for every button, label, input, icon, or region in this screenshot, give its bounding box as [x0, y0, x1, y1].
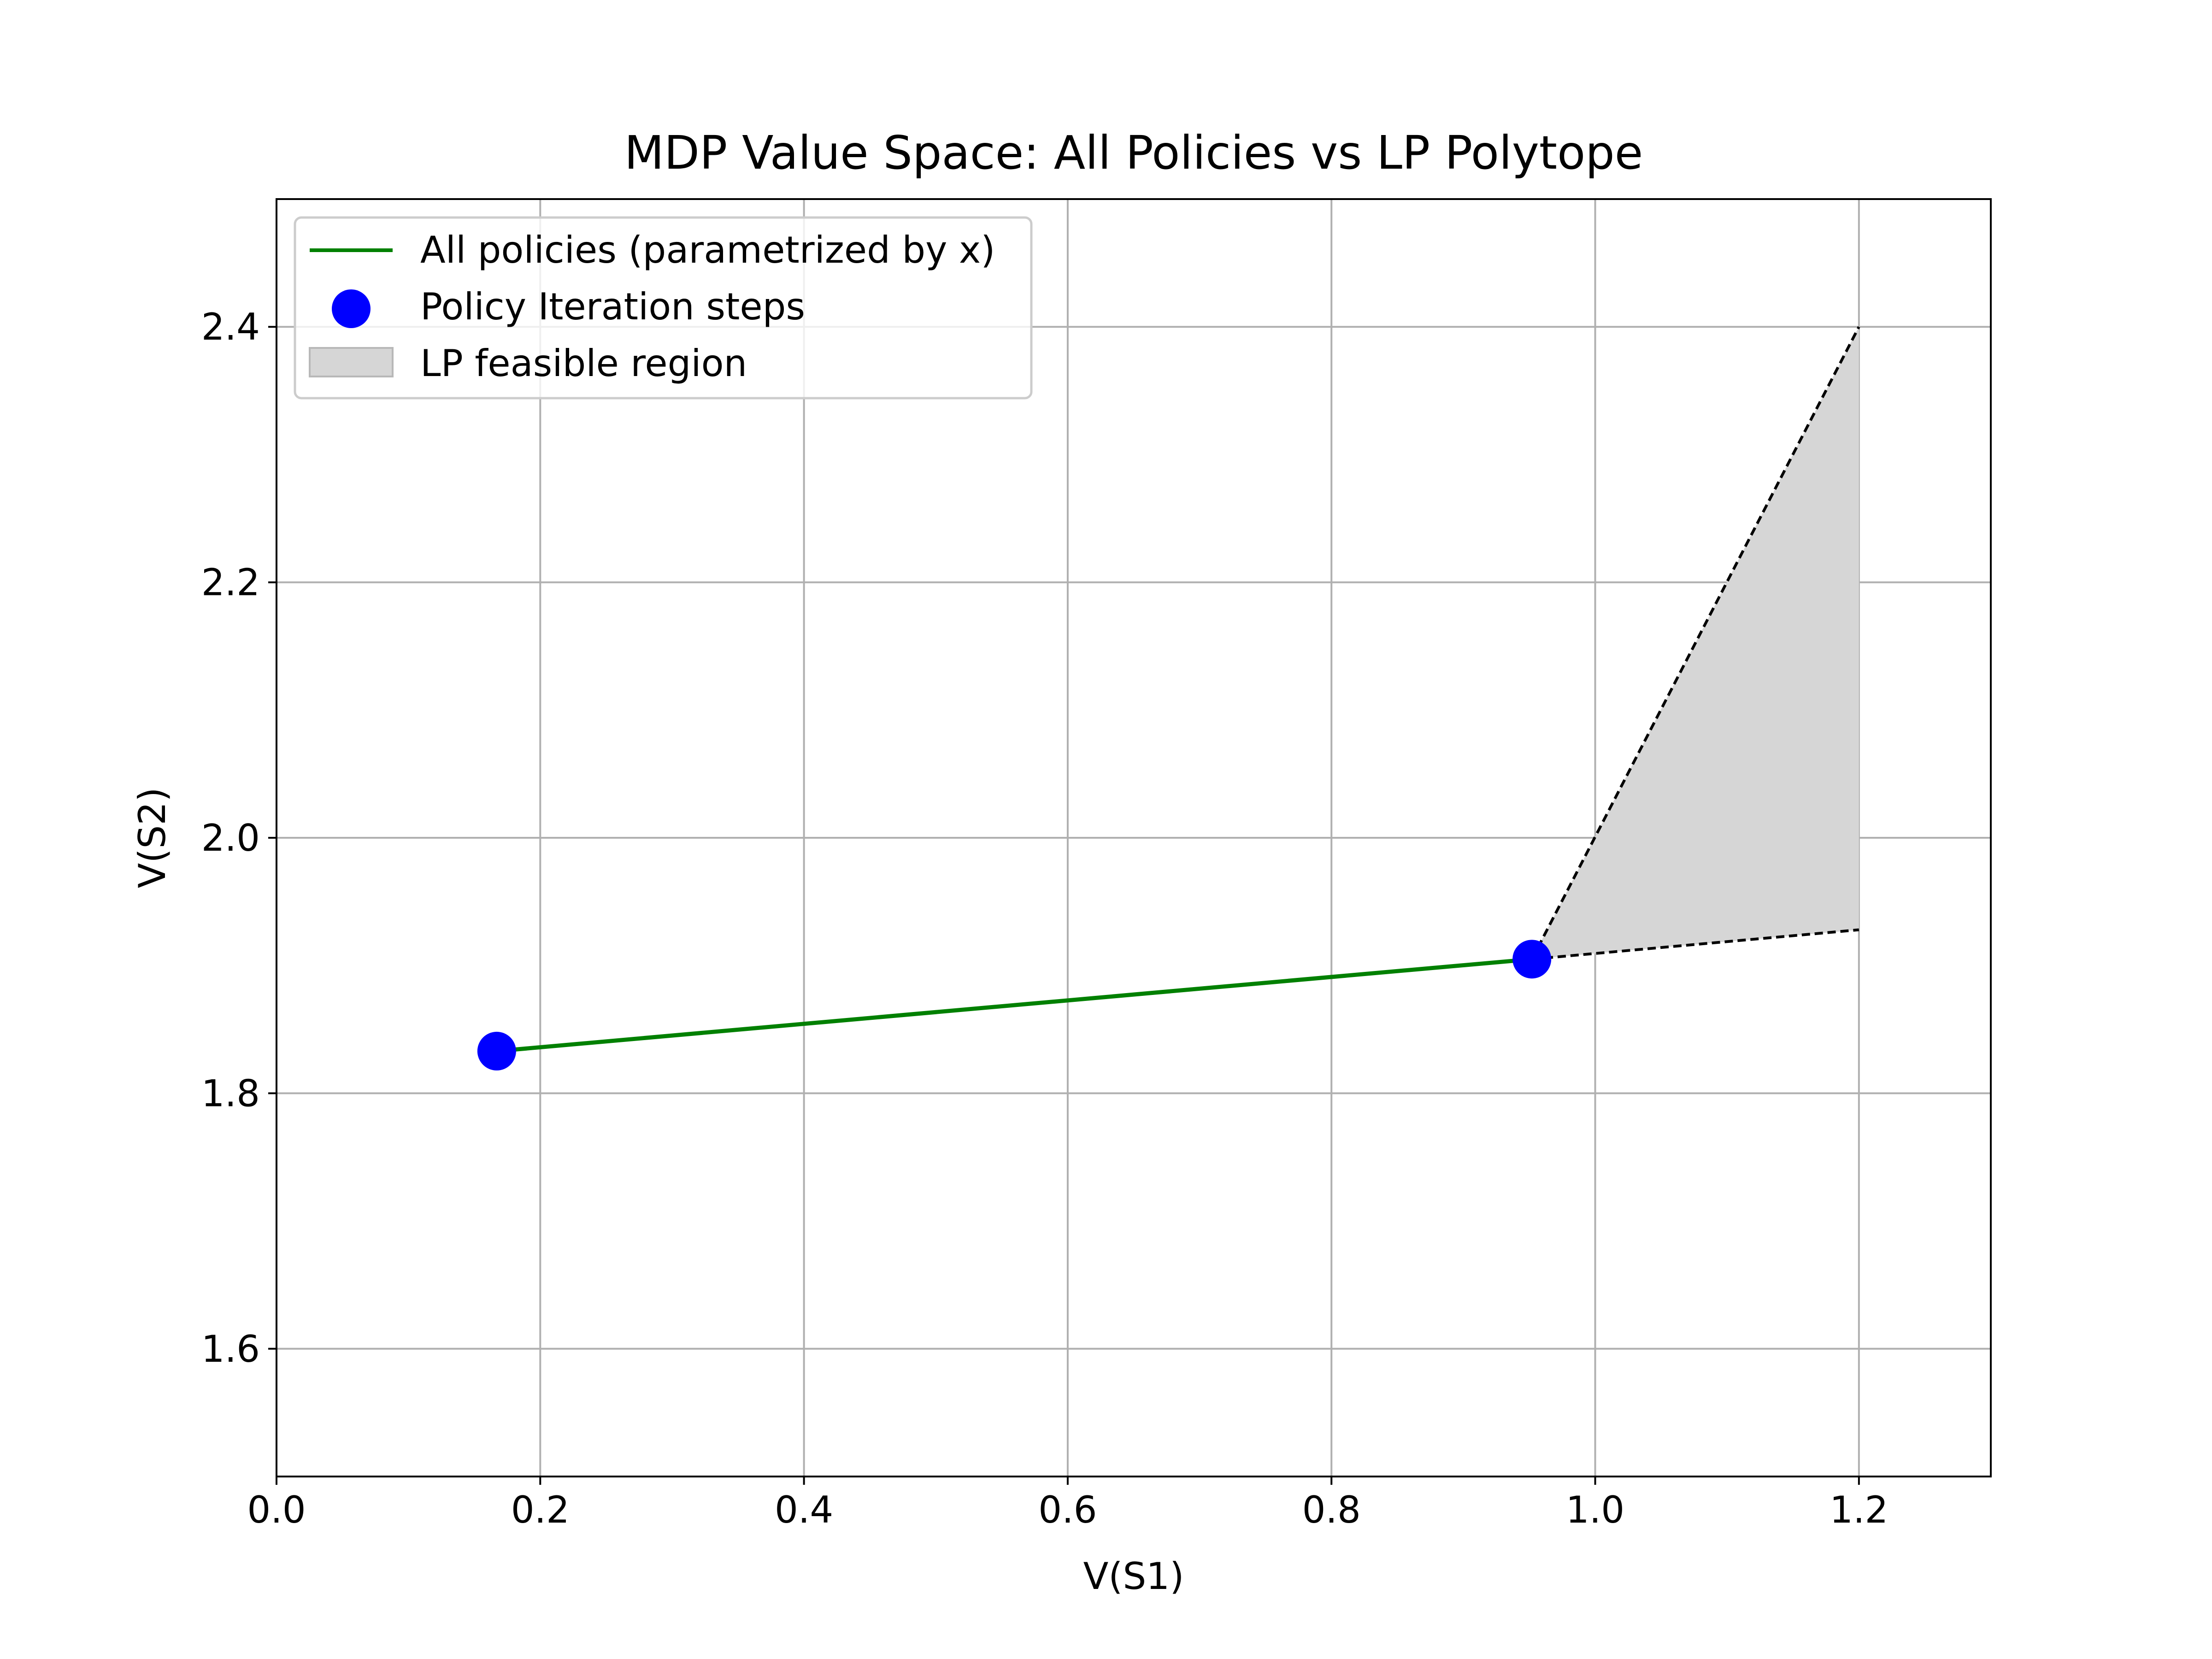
all-policies-line: [496, 957, 1532, 1053]
policy-iteration-point: [477, 1031, 516, 1071]
points-layer: [477, 940, 1552, 1071]
y-tick-label: 2.0: [201, 817, 260, 859]
y-axis-label: V(S2): [131, 788, 174, 888]
legend: All policies (parametrized by x) Policy …: [294, 216, 1033, 400]
legend-label-pi-steps: Policy Iteration steps: [420, 285, 805, 328]
y-axis-ticks: 1.6 1.8 2.0 2.2 2.4: [201, 306, 276, 1371]
legend-area-swatch: [309, 347, 394, 377]
x-tick-label: 0.4: [775, 1488, 833, 1531]
y-tick-label: 1.6: [201, 1328, 260, 1371]
x-tick-label: 1.2: [1830, 1488, 1888, 1531]
x-tick-label: 1.0: [1566, 1488, 1624, 1531]
x-tick-label: 0.6: [1038, 1488, 1097, 1531]
policy-iteration-point: [1512, 940, 1552, 979]
boundary-layer: [1530, 326, 1860, 961]
lp-boundary-line: [1531, 928, 1859, 961]
x-tick-label: 0.8: [1302, 1488, 1361, 1531]
y-tick-label: 1.8: [201, 1072, 260, 1115]
lp-boundary-line: [1530, 326, 1860, 960]
legend-label-policies: All policies (parametrized by x): [420, 229, 995, 271]
chart-title: MDP Value Space: All Policies vs LP Poly…: [624, 126, 1643, 180]
x-tick-label: 0.0: [247, 1488, 306, 1531]
x-axis-label: V(S1): [1083, 1555, 1184, 1598]
policies-line-layer: [496, 957, 1532, 1053]
x-tick-label: 0.2: [511, 1488, 570, 1531]
x-axis-ticks: 0.0 0.2 0.4 0.6 0.8 1.0 1.2: [247, 1477, 1888, 1531]
y-tick-label: 2.4: [201, 306, 260, 348]
legend-box: [294, 216, 1033, 400]
legend-point-swatch: [332, 289, 371, 328]
y-tick-label: 2.2: [201, 561, 260, 604]
legend-label-feasible: LP feasible region: [420, 342, 747, 385]
